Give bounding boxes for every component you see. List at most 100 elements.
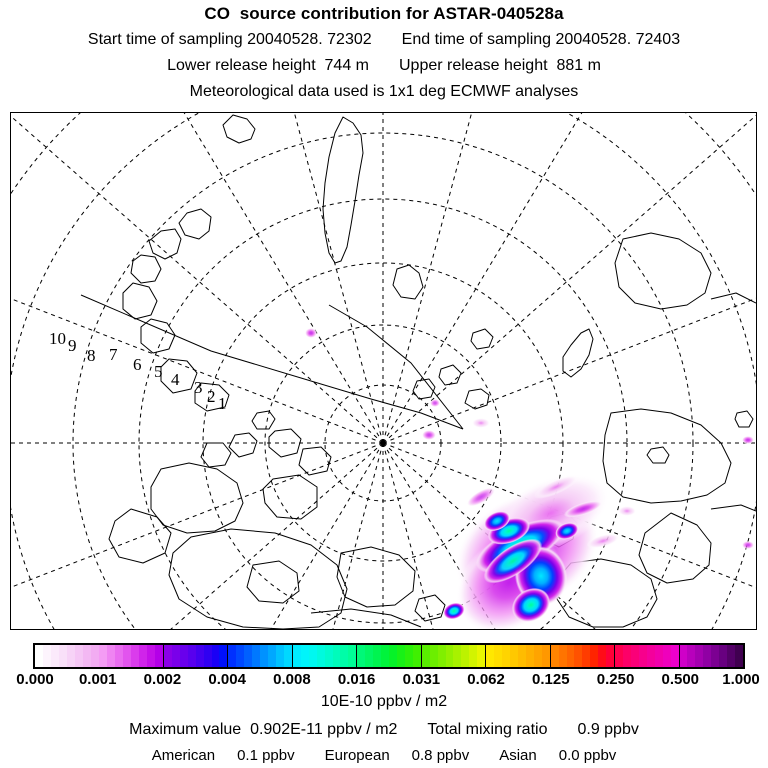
colorbar-tick-label: 0.001 — [78, 671, 117, 688]
colorbar-step — [99, 645, 108, 667]
colorbar-step — [469, 645, 478, 667]
sampling-time-line: Start time of sampling 20040528. 72302 En… — [0, 31, 768, 49]
colorbar-segment — [679, 645, 744, 667]
page-title: CO source contribution for ASTAR-040528a — [204, 4, 564, 23]
colorbar-tick-label: 0.004 — [208, 671, 246, 688]
colorbar-tick-label: 0.008 — [273, 671, 311, 688]
colorbar-step — [35, 645, 43, 667]
lower-height-label: Lower release height — [167, 57, 316, 74]
colorbar-step — [42, 645, 51, 667]
day-marker: 10 — [49, 329, 66, 348]
colorbar-step — [494, 645, 503, 667]
colorbar-step — [541, 645, 550, 667]
colorbar-step — [340, 645, 349, 667]
colorbar-step — [244, 645, 253, 667]
colorbar-step — [155, 645, 163, 667]
colorbar-step — [517, 645, 526, 667]
colorbar-step — [412, 645, 421, 667]
colorbar-step — [453, 645, 462, 667]
colorbar-step — [348, 645, 357, 667]
colorbar-step — [590, 645, 599, 667]
colorbar-step — [477, 645, 486, 667]
day-marker: 7 — [109, 345, 118, 364]
release-height-line: Lower release height 744 m Upper release … — [0, 57, 768, 75]
colorbar-step — [357, 645, 366, 667]
colorbar-step — [687, 645, 696, 667]
colorbar-step — [139, 645, 148, 667]
colorbar-step — [373, 645, 382, 667]
colorbar-step — [421, 645, 430, 667]
meteorology-line: Meteorological data used is 1x1 deg ECMW… — [189, 83, 579, 100]
colorbar-step — [219, 645, 228, 667]
map-plot-panel: 10 9 8 7 6 5 4 3 2 1 — [10, 112, 757, 630]
day-marker: 5 — [154, 362, 163, 381]
maximum-value-label: Maximum value — [129, 721, 242, 738]
trajectory-path — [80, 294, 464, 430]
colorbar-step — [50, 645, 59, 667]
colorbar-step — [638, 645, 647, 667]
colorbar-segment — [421, 645, 487, 667]
colorbar-step — [203, 645, 212, 667]
colorbar-segment — [292, 645, 358, 667]
map-graticule-and-coastlines — [11, 113, 756, 629]
colorbar-step — [654, 645, 663, 667]
colorbar-step — [679, 645, 688, 667]
colorbar-step — [66, 645, 75, 667]
day-marker: 2 — [207, 387, 216, 406]
colorbar-step — [533, 645, 542, 667]
american-value: 0.1 ppbv — [237, 747, 295, 764]
end-time-value: 20040528. 72403 — [555, 31, 681, 48]
colorbar-step — [332, 645, 341, 667]
colorbar-step — [228, 645, 237, 667]
colorbar-step — [123, 645, 132, 667]
trajectory-day-labels: 10 9 8 7 6 5 4 3 2 1 — [11, 113, 756, 629]
colorbar-step — [606, 645, 615, 667]
upper-height-value: 881 m — [556, 57, 601, 74]
lower-height-value: 744 m — [324, 57, 369, 74]
colorbar — [33, 643, 745, 669]
colorbar-segment — [35, 645, 100, 667]
asian-label: Asian — [499, 747, 537, 764]
colorbar-step — [171, 645, 180, 667]
colorbar-tick-labels: 0.000 0.001 0.002 0.004 0.008 0.016 0.031 0.062… — [0, 671, 768, 689]
colorbar-tick-label: 0.016 — [337, 671, 376, 688]
colorbar-step — [445, 645, 454, 667]
day-marker: 9 — [68, 336, 77, 355]
colorbar-step — [437, 645, 446, 667]
colorbar-segment — [228, 645, 293, 667]
colorbar-step — [558, 645, 567, 667]
american-label: American — [151, 747, 216, 764]
colorbar-segment — [550, 645, 616, 667]
colorbar-step — [308, 645, 317, 667]
colorbar-step — [58, 645, 67, 667]
start-time-label: Start time of sampling — [87, 31, 243, 48]
colorbar-tick-label: 0.500 — [661, 671, 700, 688]
colorbar-step — [646, 645, 655, 667]
colorbar-tick-label: 0.000 — [16, 671, 54, 688]
colorbar-tick-label: 0.031 — [402, 671, 441, 688]
european-value: 0.8 ppbv — [411, 747, 470, 764]
colorbar-step — [316, 645, 325, 667]
colorbar-step — [324, 645, 333, 667]
colorbar-step — [703, 645, 712, 667]
maximum-value-value: 0.902E-11 ppbv / m2 — [250, 721, 398, 738]
colorbar-step — [727, 645, 736, 667]
colorbar-step — [275, 645, 284, 667]
start-time-value: 20040528. 72302 — [247, 31, 372, 48]
day-marker: 4 — [171, 370, 180, 389]
colorbar-step — [300, 645, 309, 667]
colorbar-step — [211, 645, 220, 667]
colorbar-tick-label: 0.125 — [532, 671, 570, 688]
colorbar-step — [389, 645, 397, 667]
colorbar-step — [252, 645, 261, 667]
colorbar-step — [268, 645, 276, 667]
colorbar-step — [74, 645, 83, 667]
colorbar-step — [670, 645, 679, 667]
colorbar-step — [630, 645, 639, 667]
colorbar-step — [461, 645, 470, 667]
colorbar-step — [115, 645, 124, 667]
end-time-label: End time of sampling — [401, 31, 552, 48]
colorbar-tick-label: 0.062 — [467, 671, 505, 688]
colorbar-step — [525, 645, 534, 667]
